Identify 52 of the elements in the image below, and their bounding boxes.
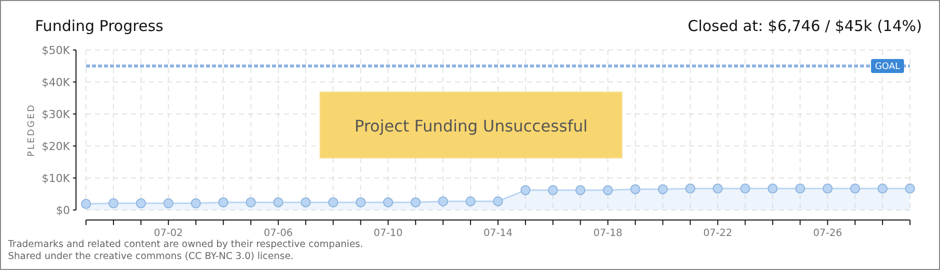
x-tick-label: 07-26 xyxy=(813,228,842,239)
point xyxy=(878,184,888,194)
point xyxy=(273,197,284,208)
y-tick-label: $20K xyxy=(42,140,71,153)
y-tick-label: $40K xyxy=(42,76,71,89)
point xyxy=(520,185,530,196)
text: Trademarks and related content are owned by their respective companies. xyxy=(7,239,364,250)
point xyxy=(246,197,256,208)
point xyxy=(300,197,311,208)
x-tick-label: 07-02 xyxy=(154,228,183,239)
point xyxy=(850,184,860,194)
y-tick-label: $10K xyxy=(42,172,71,185)
point xyxy=(575,185,586,196)
x-tick-label: 07-14 xyxy=(483,228,513,239)
y-tick-label: $50K xyxy=(42,44,71,57)
point xyxy=(81,198,91,209)
point xyxy=(905,184,915,194)
point xyxy=(685,184,696,194)
point xyxy=(795,184,806,194)
point xyxy=(108,198,118,208)
x-tick-label: 07-22 xyxy=(703,228,732,239)
point xyxy=(356,197,366,208)
message-panel: Project Funding Unsuccessful xyxy=(320,92,622,158)
point xyxy=(602,185,613,196)
point xyxy=(768,184,778,194)
text: Shared under the creative commons (CC BY-NC 3.0) license. xyxy=(8,251,294,262)
point xyxy=(163,198,174,208)
point xyxy=(218,197,228,208)
y-tick-label: $0 xyxy=(56,204,70,217)
point xyxy=(630,184,640,194)
point xyxy=(383,197,394,208)
y-tick-label: $30K xyxy=(42,108,71,121)
point xyxy=(438,196,448,206)
x-tick-label: 07-10 xyxy=(374,228,403,239)
point xyxy=(658,184,668,194)
point xyxy=(328,197,338,208)
ref-line-label: GOAL xyxy=(874,62,900,72)
point xyxy=(712,184,723,194)
point xyxy=(466,196,476,206)
point xyxy=(822,184,833,194)
y-axis-title: PLEDGED xyxy=(27,103,37,157)
x-tick-label: 07-18 xyxy=(593,228,622,239)
x-tick-label: 07-06 xyxy=(264,228,293,239)
point xyxy=(190,198,201,208)
point xyxy=(136,198,146,208)
annotation: Project Funding Unsuccessful xyxy=(354,116,588,136)
chart-title: Funding Progress xyxy=(35,17,164,35)
point xyxy=(740,184,750,194)
text: Closed at: $6,746 / $45k (14%) xyxy=(688,17,922,35)
point xyxy=(493,196,503,206)
point xyxy=(410,197,421,208)
point xyxy=(548,185,558,196)
